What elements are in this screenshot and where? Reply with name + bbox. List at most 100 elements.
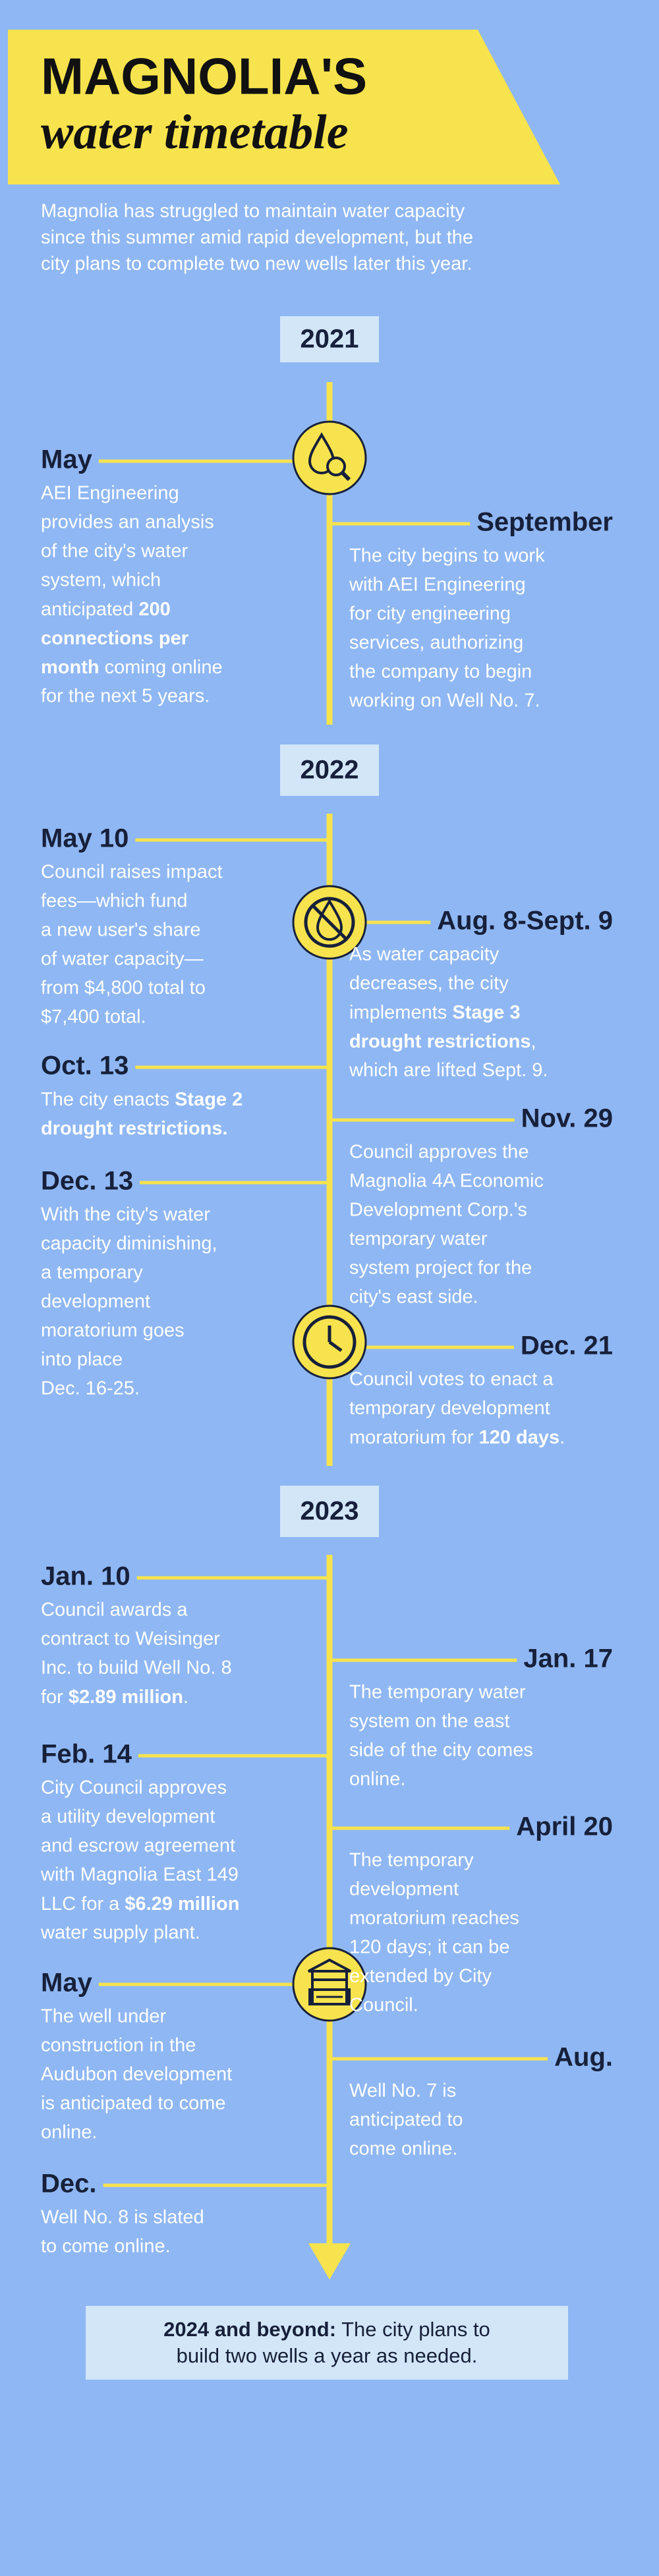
text-run: 120 days bbox=[479, 1427, 560, 1448]
event-text: temporary water bbox=[349, 1229, 488, 1250]
clock-icon bbox=[292, 1304, 367, 1380]
event-text: Inc. to build Well No. 8 bbox=[41, 1658, 232, 1679]
event-text: which are lifted Sept. 9. bbox=[349, 1060, 548, 1081]
event-text: services, authorizing bbox=[349, 632, 523, 654]
well-icon bbox=[292, 1947, 367, 2022]
event-text: Council raises impact bbox=[41, 862, 223, 883]
year-label: 2023 bbox=[301, 1497, 359, 1526]
event-text: water supply plant. bbox=[40, 1922, 200, 1944]
event-date: Dec. 21 bbox=[521, 1331, 613, 1360]
text-run: $6.29 million bbox=[125, 1893, 239, 1915]
text-run: The city enacts bbox=[41, 1089, 175, 1110]
event-text: AEI Engineering bbox=[41, 483, 179, 504]
intro-line: city plans to complete two new wells lat… bbox=[41, 254, 472, 275]
footer-box bbox=[86, 2306, 568, 2380]
event-text: fees—which fund bbox=[41, 891, 187, 912]
event-text: system project for the bbox=[349, 1258, 532, 1279]
event-text: the company to begin bbox=[349, 661, 532, 683]
event-text: construction in the bbox=[41, 2035, 196, 2056]
event-text: Council approves the bbox=[349, 1142, 529, 1163]
event-text: a utility development bbox=[41, 1806, 215, 1828]
text-run: implements bbox=[349, 1002, 452, 1023]
event-text: for the next 5 years. bbox=[41, 686, 210, 707]
water-search-icon bbox=[292, 420, 367, 495]
text-run: drought restrictions. bbox=[41, 1118, 228, 1139]
title: MAGNOLIA'S bbox=[41, 47, 367, 105]
text-run: . bbox=[559, 1427, 565, 1448]
event-text: The well under bbox=[41, 2006, 167, 2027]
event-date: Jan. 10 bbox=[41, 1562, 130, 1591]
event-text: with AEI Engineering bbox=[349, 574, 526, 596]
event-date: May 10 bbox=[41, 824, 129, 853]
event-text: anticipated 200 bbox=[41, 599, 171, 620]
event-text: Council awards a bbox=[41, 1600, 188, 1621]
event-text: of water capacity— bbox=[41, 949, 204, 970]
event-text: LLC for a $6.29 million bbox=[41, 1893, 239, 1915]
event-text: extended by City bbox=[349, 1966, 492, 1987]
text-run: connections per bbox=[41, 628, 188, 649]
event-text: system on the east bbox=[349, 1711, 509, 1732]
text-run: . bbox=[183, 1687, 188, 1708]
text-run: Stage 2 bbox=[175, 1089, 243, 1110]
event-text: and escrow agreement bbox=[41, 1835, 235, 1857]
no-water-icon bbox=[292, 885, 367, 960]
event-text: city's east side. bbox=[349, 1287, 478, 1308]
text-run: LLC for a bbox=[41, 1893, 125, 1915]
event-text: to come online. bbox=[41, 2236, 171, 2257]
event-text: contract to Weisinger bbox=[41, 1629, 220, 1650]
text-run: for bbox=[41, 1687, 69, 1708]
event-date: Nov. 29 bbox=[521, 1104, 613, 1133]
event-text: for $2.89 million. bbox=[41, 1687, 188, 1708]
event-text: moratorium reaches bbox=[349, 1908, 519, 1929]
event-text: The city begins to work bbox=[349, 546, 545, 567]
event-text: month coming online bbox=[41, 657, 223, 678]
event-text: Magnolia 4A Economic bbox=[349, 1171, 544, 1192]
event-text: provides an analysis bbox=[41, 512, 214, 533]
text-run: moratorium for bbox=[349, 1427, 479, 1448]
event-text: capacity diminishing, bbox=[41, 1233, 217, 1254]
text-run: $2.89 million bbox=[69, 1687, 183, 1708]
event-text: for city engineering bbox=[349, 603, 511, 625]
event-text: Council votes to enact a bbox=[349, 1369, 554, 1390]
intro-line: Magnolia has struggled to maintain water… bbox=[41, 201, 465, 222]
text-run: build two wells a year as needed. bbox=[177, 2344, 478, 2367]
event-text: Dec. 16-25. bbox=[41, 1378, 140, 1399]
event-text: a temporary bbox=[41, 1262, 143, 1283]
event-text: With the city's water bbox=[41, 1204, 210, 1225]
event-text: into place bbox=[41, 1349, 123, 1370]
event-text: Well No. 7 is bbox=[349, 2081, 456, 2102]
text-run: 2024 and beyond: bbox=[163, 2318, 336, 2341]
footer-line: 2024 and beyond: The city plans to bbox=[163, 2318, 490, 2341]
year-box bbox=[280, 316, 379, 362]
event-text: is anticipated to come bbox=[41, 2093, 225, 2114]
event-date: May bbox=[41, 1969, 93, 1998]
text-run: , bbox=[531, 1031, 536, 1052]
event-text: come online. bbox=[349, 2139, 457, 2160]
event-text: City Council approves bbox=[41, 1778, 227, 1799]
event-text: temporary development bbox=[349, 1398, 550, 1419]
event-text: working on Well No. 7. bbox=[349, 690, 540, 712]
text-run: Stage 3 bbox=[452, 1002, 520, 1023]
event-text: $7,400 total. bbox=[41, 1007, 146, 1028]
event-date: Aug. bbox=[554, 2043, 613, 2072]
header-banner bbox=[8, 30, 560, 184]
year-label: 2021 bbox=[301, 325, 359, 354]
event-text: side of the city comes bbox=[349, 1740, 533, 1761]
footer-line: build two wells a year as needed. bbox=[177, 2344, 478, 2367]
event-date: April 20 bbox=[516, 1812, 613, 1841]
year-box bbox=[280, 1486, 379, 1537]
intro-line: since this summer amid rapid development… bbox=[41, 227, 473, 248]
timeline-arrow bbox=[308, 2243, 351, 2280]
text-run: coming online bbox=[100, 657, 223, 678]
subtitle: water timetable bbox=[41, 105, 349, 159]
event-date: Dec. bbox=[41, 2170, 97, 2198]
event-date: Aug. 8-Sept. 9 bbox=[437, 907, 613, 936]
event-text: The temporary water bbox=[349, 1682, 526, 1703]
event-text: anticipated to bbox=[349, 2110, 463, 2131]
event-date: Jan. 17 bbox=[523, 1644, 613, 1673]
event-text: a new user's share bbox=[41, 920, 201, 941]
text-run: drought restrictions bbox=[349, 1031, 531, 1052]
text-run: The city plans to bbox=[336, 2318, 490, 2341]
